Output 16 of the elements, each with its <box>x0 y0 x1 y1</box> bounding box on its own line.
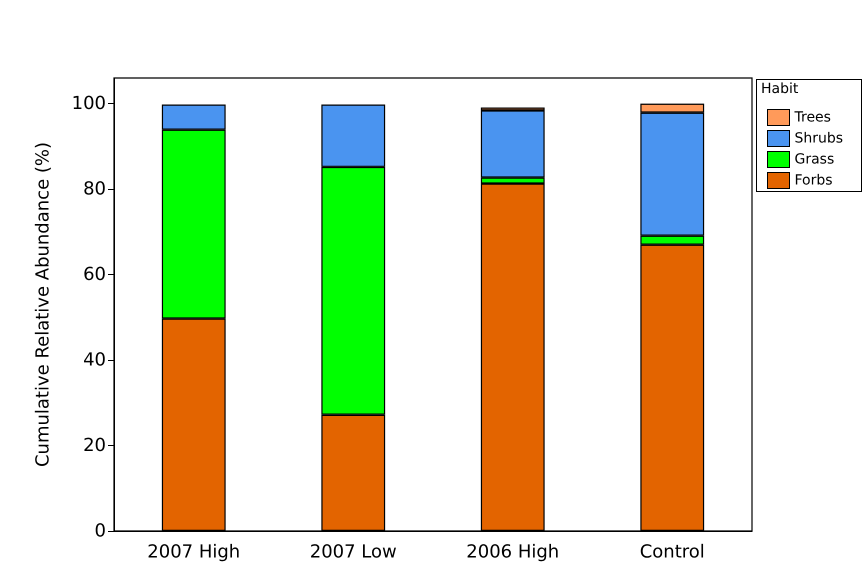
y-tick-label: 80 <box>83 178 106 200</box>
legend-title: Habit <box>761 81 799 97</box>
y-axis-title: Cumulative Relative Abundance (%) <box>32 142 54 468</box>
y-tick-label: 40 <box>83 350 106 371</box>
y-tick-label: 100 <box>72 93 106 114</box>
x-tick-label: 2007 Low <box>310 542 397 562</box>
legend-label: Shrubs <box>794 130 844 146</box>
y-tick-label: 60 <box>83 264 106 286</box>
legend-label: Grass <box>794 152 834 168</box>
legend-label: Forbs <box>794 172 833 188</box>
x-tick-label: 2007 High <box>147 542 240 562</box>
y-tick-label: 20 <box>83 435 106 456</box>
legend-label: Trees <box>794 110 831 126</box>
x-tick-label: 2006 High <box>466 542 560 562</box>
x-tick-label: Control <box>640 542 705 562</box>
y-tick-label: 0 <box>94 520 106 542</box>
